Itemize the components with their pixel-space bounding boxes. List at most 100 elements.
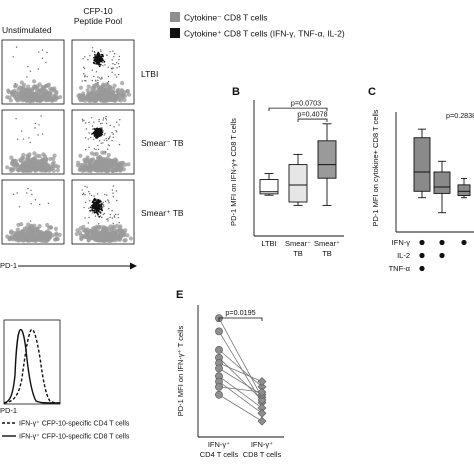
cytokine-neg-event — [50, 161, 55, 167]
scatter-event — [101, 122, 103, 125]
scatter-event — [21, 130, 23, 132]
scatter-event — [87, 222, 90, 224]
cytokine-neg-event — [74, 231, 79, 237]
scatter-event — [91, 125, 94, 127]
cytokine-neg-event — [42, 86, 47, 91]
panel-e-cat-cd8-1: IFN-γ⁺ — [251, 440, 273, 449]
scatter-event — [100, 50, 102, 53]
scatter-event — [90, 194, 93, 197]
panel-c: C PD-1 MFI on cytokine+ CD8 T cells p=0.… — [368, 86, 474, 273]
scatter-event — [81, 189, 83, 191]
cytokine-neg-event — [31, 157, 36, 162]
scatter-event — [99, 140, 101, 142]
panel-e-cd4-point — [215, 345, 223, 354]
panel-c-row-ifng: IFN-γ — [392, 238, 411, 247]
flow-plot-frame — [1, 109, 65, 175]
scatter-event — [94, 215, 97, 217]
panel-e-cd8-point — [257, 416, 267, 426]
scatter-event — [111, 210, 113, 212]
scatter-event — [84, 185, 86, 188]
scatter-event — [99, 122, 102, 125]
flow-plot — [71, 39, 135, 105]
scatter-event — [111, 132, 113, 134]
cytokine-neg-event — [29, 223, 34, 228]
scatter-event — [95, 71, 98, 73]
cytokine-neg-event — [35, 84, 40, 89]
cytokine-pos-event — [97, 133, 100, 135]
cytokine-neg-event — [45, 222, 50, 228]
scatter-event — [109, 216, 111, 219]
cytokine-neg-event — [26, 168, 31, 173]
scatter-event — [112, 136, 114, 139]
scatter-event — [27, 65, 29, 68]
panel-a-xlabel: PD-1 — [0, 261, 17, 270]
cytokine-pos-event — [91, 201, 94, 204]
cytokine-neg-event — [117, 163, 123, 168]
scatter-event — [12, 56, 14, 58]
scatter-event — [111, 217, 114, 219]
scatter-event — [112, 50, 114, 52]
cytokine-pos-event — [100, 131, 103, 134]
cytokine-pos-event — [93, 207, 96, 210]
panel-c-letter: C — [368, 86, 376, 98]
legend-pos-label: Cytokine⁺ CD8 T cells (IFN-γ, TNF-α, IL-… — [184, 29, 345, 39]
cytokine-neg-event — [96, 231, 101, 236]
combo-dot-il2 — [419, 252, 425, 259]
cytokine-pos-event — [98, 215, 101, 218]
cytokine-neg-event — [9, 155, 14, 160]
scatter-event — [107, 75, 110, 78]
scatter-event — [97, 79, 99, 82]
scatter-event — [92, 128, 94, 130]
legend-pos-swatch — [170, 28, 180, 38]
cytokine-pos-event — [99, 208, 101, 211]
scatter-event — [102, 61, 104, 63]
cytokine-pos-event — [95, 59, 98, 62]
cytokine-neg-event — [51, 156, 56, 161]
cytokine-neg-event — [33, 167, 38, 172]
cytokine-neg-event — [19, 222, 24, 227]
panel-e-pvalue: p=0.0195 — [225, 308, 255, 317]
panel-e: E PD-1 MFI on IFN-γ⁺ T cells p=0.0195 IF… — [176, 289, 284, 459]
cytokine-neg-event — [48, 86, 53, 91]
scatter-event — [105, 117, 107, 120]
scatter-event — [104, 151, 107, 153]
cytokine-neg-event — [14, 97, 19, 102]
scatter-event — [108, 207, 110, 210]
scatter-event — [88, 191, 90, 193]
scatter-event — [98, 118, 100, 121]
cytokine-pos-event — [100, 203, 103, 206]
panel-e-cd4-point — [215, 327, 223, 336]
scatter-event — [116, 121, 118, 123]
cytokine-neg-event — [93, 160, 98, 166]
cytokine-neg-event — [103, 88, 108, 93]
cytokine-neg-event — [53, 226, 59, 231]
cytokine-neg-event — [102, 150, 107, 155]
cytokine-neg-event — [51, 168, 56, 173]
scatter-event — [91, 69, 93, 71]
cytokine-neg-event — [23, 160, 28, 165]
scatter-event — [27, 187, 29, 190]
scatter-event — [93, 51, 96, 53]
cytokine-pos-event — [96, 205, 99, 208]
panel-e-cd8-point — [257, 377, 267, 386]
flow-plot-frame — [1, 39, 65, 105]
cytokine-neg-event — [31, 79, 37, 84]
panel-b-box — [288, 153, 308, 206]
cytokine-neg-event — [5, 165, 10, 170]
cytokine-neg-event — [102, 236, 107, 242]
scatter-event — [38, 51, 40, 53]
scatter-event — [87, 138, 89, 140]
panel-c-box — [413, 128, 431, 199]
scatter-event — [15, 46, 18, 48]
scatter-event — [84, 76, 86, 78]
scatter-event — [92, 212, 94, 214]
scatter-event — [117, 217, 120, 219]
panel-a: Unstimulated CFP-10 Peptide Pool LTBI Sm… — [0, 6, 184, 270]
flow-plot-frame — [71, 179, 135, 245]
scatter-event — [29, 141, 31, 144]
cytokine-pos-event — [93, 202, 96, 205]
scatter-event — [102, 204, 105, 206]
cytokine-neg-event — [77, 230, 83, 235]
cytokine-pos-event — [96, 53, 98, 56]
cytokine-pos-event — [94, 55, 97, 58]
